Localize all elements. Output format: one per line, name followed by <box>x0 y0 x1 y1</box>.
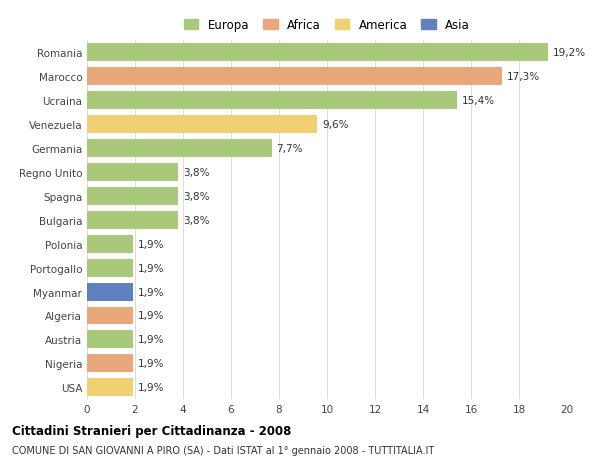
Text: 3,8%: 3,8% <box>183 168 209 178</box>
Bar <box>87 187 178 205</box>
Bar <box>87 235 133 253</box>
Text: 1,9%: 1,9% <box>137 239 164 249</box>
Text: 19,2%: 19,2% <box>553 48 586 58</box>
Bar <box>87 44 548 62</box>
Bar <box>87 307 133 325</box>
Text: 1,9%: 1,9% <box>137 358 164 369</box>
Text: 9,6%: 9,6% <box>322 120 349 130</box>
Text: 1,9%: 1,9% <box>137 311 164 321</box>
Text: 1,9%: 1,9% <box>137 263 164 273</box>
Text: 3,8%: 3,8% <box>183 191 209 202</box>
Text: 3,8%: 3,8% <box>183 215 209 225</box>
Text: 7,7%: 7,7% <box>277 144 303 154</box>
Bar <box>87 92 457 110</box>
Legend: Europa, Africa, America, Asia: Europa, Africa, America, Asia <box>184 19 470 32</box>
Text: Cittadini Stranieri per Cittadinanza - 2008: Cittadini Stranieri per Cittadinanza - 2… <box>12 425 292 437</box>
Bar <box>87 283 133 301</box>
Bar <box>87 68 502 86</box>
Bar <box>87 259 133 277</box>
Text: COMUNE DI SAN GIOVANNI A PIRO (SA) - Dati ISTAT al 1° gennaio 2008 - TUTTITALIA.: COMUNE DI SAN GIOVANNI A PIRO (SA) - Dat… <box>12 445 434 455</box>
Text: 1,9%: 1,9% <box>137 287 164 297</box>
Text: 1,9%: 1,9% <box>137 382 164 392</box>
Bar <box>87 211 178 229</box>
Bar <box>87 140 272 157</box>
Text: 17,3%: 17,3% <box>507 72 540 82</box>
Bar <box>87 354 133 373</box>
Text: 15,4%: 15,4% <box>461 96 494 106</box>
Bar <box>87 378 133 396</box>
Bar <box>87 116 317 134</box>
Bar <box>87 330 133 349</box>
Bar <box>87 164 178 181</box>
Text: 1,9%: 1,9% <box>137 335 164 345</box>
